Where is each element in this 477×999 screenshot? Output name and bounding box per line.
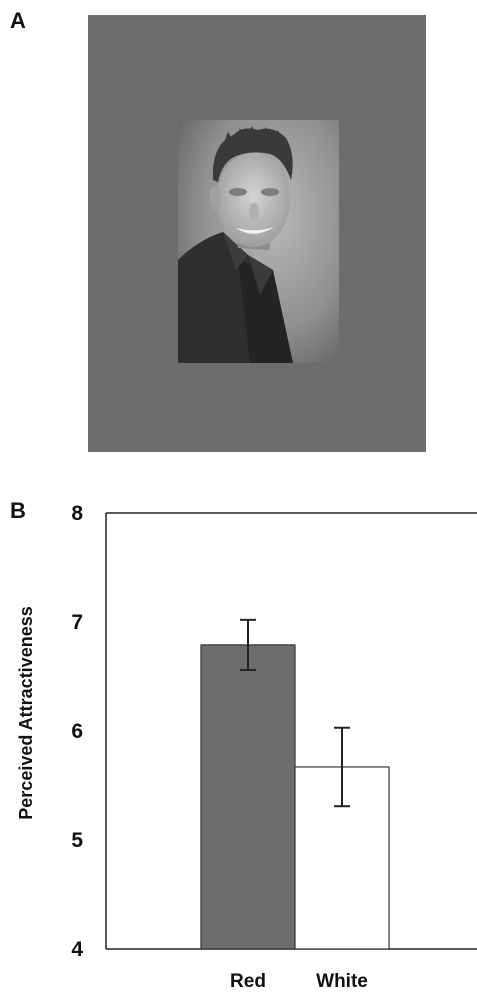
category-label-red: Red <box>230 971 266 992</box>
category-labels: Red White <box>230 971 368 992</box>
bar-chart: 4 5 6 7 8 Red White Perceived Attractiveness <box>16 502 477 992</box>
portrait-photo <box>178 120 339 363</box>
y-tick-label-4: 4 <box>71 938 83 961</box>
bar-red <box>200 644 296 950</box>
y-tick-labels: 4 5 6 7 8 <box>71 502 83 961</box>
category-label-white: White <box>316 971 368 992</box>
y-tick-label-5: 5 <box>71 829 83 852</box>
y-tick-label-6: 6 <box>71 720 83 743</box>
y-tick-label-7: 7 <box>71 611 83 634</box>
y-axis-label: Perceived Attractiveness <box>16 606 36 819</box>
bars <box>200 644 390 950</box>
error-bars <box>240 618 350 808</box>
panel-label-a: A <box>10 8 26 33</box>
y-tick-label-8: 8 <box>71 502 83 525</box>
panel-label-b: B <box>10 498 26 523</box>
